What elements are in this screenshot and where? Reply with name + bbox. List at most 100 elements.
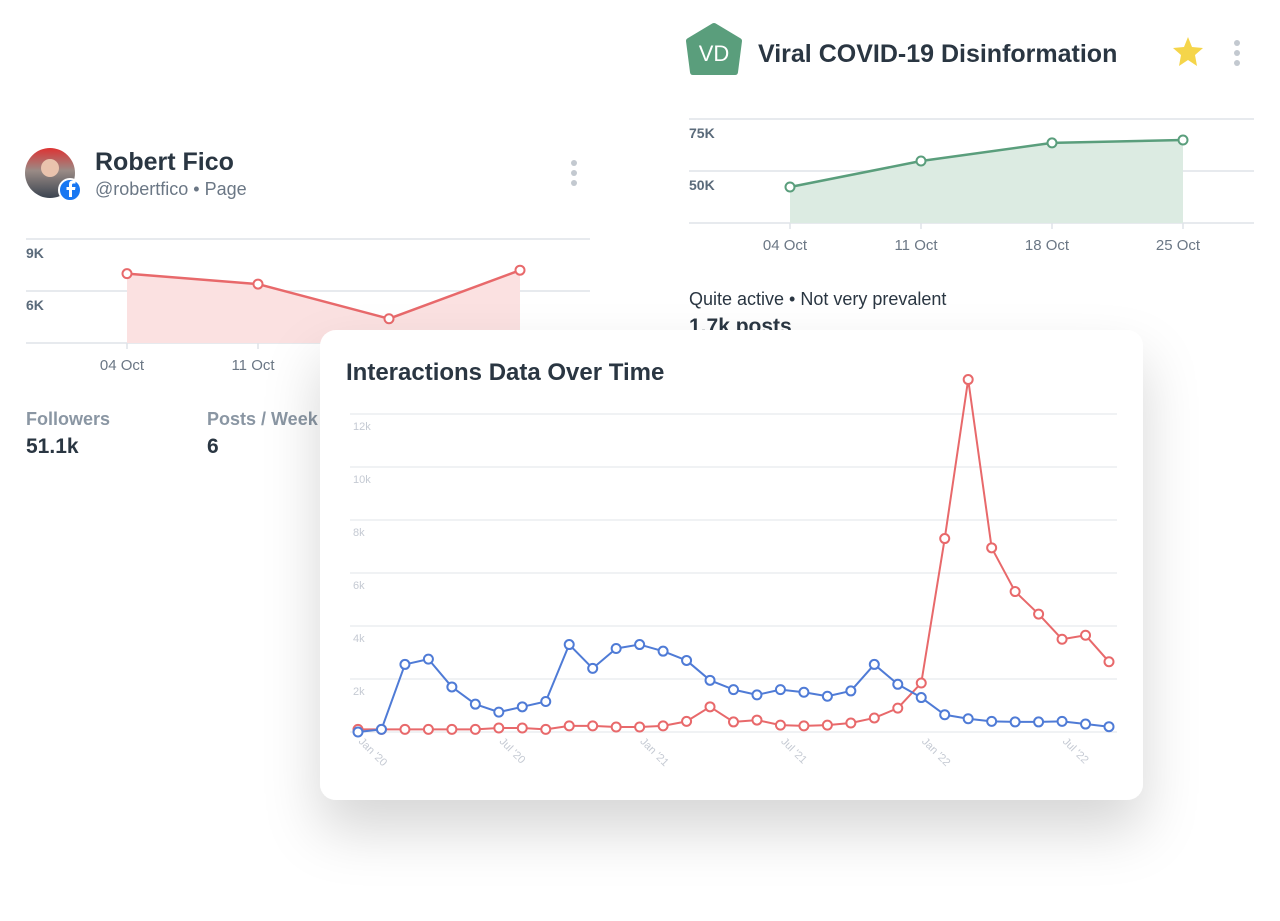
overlay-card: Interactions Data Over Time 2k 4k 6k 8k 10k 1… — [320, 330, 1143, 800]
data-point — [1103, 721, 1115, 733]
y-tick-label: 12k — [353, 421, 371, 433]
data-point — [383, 313, 395, 325]
data-point — [610, 643, 622, 655]
data-point — [422, 723, 434, 735]
data-point — [516, 701, 528, 713]
y-tick-label: 75K — [689, 125, 715, 141]
chart: 75K 50K 04 Oct 11 Oct 18 Oct 25 Oct — [689, 118, 1254, 254]
favorite-star[interactable] — [1173, 37, 1203, 66]
data-point — [422, 653, 434, 665]
data-point — [634, 721, 646, 733]
data-point — [587, 662, 599, 674]
data-point — [939, 533, 951, 545]
stat-value: 51.1k — [26, 435, 79, 458]
data-point — [252, 278, 264, 290]
data-point — [821, 690, 833, 702]
data-point — [704, 701, 716, 713]
data-point — [915, 155, 927, 167]
data-point — [493, 706, 505, 718]
list-badge — [686, 23, 742, 75]
data-point — [986, 715, 998, 727]
data-point — [1033, 716, 1045, 728]
data-point — [681, 654, 693, 666]
x-tick-label: 04 Oct — [763, 237, 808, 254]
x-tick-label: 11 Oct — [231, 357, 275, 374]
data-point — [798, 720, 810, 732]
data-point — [939, 709, 951, 721]
data-point — [751, 689, 763, 701]
data-point — [728, 684, 739, 696]
data-point — [1046, 137, 1058, 149]
y-tick-label: 8k — [353, 527, 365, 539]
line — [789, 138, 1184, 189]
data-point — [514, 264, 526, 276]
y-tick-label: 4k — [353, 633, 365, 645]
stat-label: Followers — [26, 409, 110, 429]
data-point — [121, 268, 133, 280]
y-tick-label: 50K — [689, 177, 715, 193]
data-point — [962, 713, 974, 725]
data-point — [1009, 716, 1021, 728]
area — [127, 270, 520, 343]
chart-title: Interactions Data Over Time — [346, 359, 664, 386]
data-point — [681, 715, 693, 727]
data-point — [962, 374, 974, 386]
data-point — [774, 684, 786, 696]
data-point — [540, 696, 552, 708]
card — [320, 330, 1143, 800]
data-point — [657, 720, 669, 732]
data-point — [399, 723, 411, 735]
stat-label: Posts / Week — [207, 409, 319, 429]
area — [790, 140, 1183, 223]
list-title: Viral COVID-19 Disinformation — [758, 40, 1117, 68]
data-point — [469, 723, 481, 735]
data-point — [1009, 586, 1021, 598]
profile-handle: @robertfico • Page — [95, 179, 247, 199]
data-point — [563, 639, 575, 651]
data-point — [704, 674, 716, 686]
data-point — [446, 681, 458, 693]
x-tick-label: 11 Oct — [894, 237, 938, 254]
x-tick-label: 18 Oct — [1025, 237, 1070, 254]
data-point — [821, 719, 833, 731]
data-point — [657, 645, 669, 657]
data-point — [516, 722, 528, 734]
data-point — [798, 686, 810, 698]
data-point — [634, 639, 646, 651]
data-point — [563, 720, 575, 732]
data-point — [469, 698, 481, 710]
y-tick-label: 2k — [353, 686, 365, 698]
data-point — [540, 723, 552, 735]
data-point — [1177, 134, 1189, 146]
data-point — [751, 714, 763, 726]
x-tick-label: 04 Oct — [100, 357, 145, 374]
data-point — [868, 658, 880, 670]
background-cards: Robert Fico @robertfico • Page Followers… — [25, 23, 1254, 458]
data-point — [1103, 656, 1115, 668]
x-tick-label: 25 Oct — [1156, 237, 1201, 254]
data-point — [1056, 715, 1068, 727]
data-point — [892, 678, 904, 690]
data-point — [868, 712, 880, 724]
data-point — [399, 658, 411, 670]
data-point — [784, 181, 796, 193]
data-point — [728, 716, 739, 728]
data-point — [1033, 608, 1045, 620]
data-point — [845, 717, 857, 729]
stat-value: 6 — [207, 435, 219, 458]
kebab-menu[interactable] — [1234, 40, 1240, 66]
data-point — [352, 726, 364, 738]
data-point — [774, 719, 786, 731]
y-tick-label: 6K — [26, 297, 44, 313]
facebook-icon — [66, 180, 76, 197]
data-point — [610, 721, 622, 733]
kebab-menu[interactable] — [571, 160, 577, 186]
data-point — [1080, 718, 1092, 730]
data-point — [587, 720, 599, 732]
y-tick-label: 6k — [353, 580, 365, 592]
avatar-face — [41, 159, 59, 177]
badge-text: VD — [699, 41, 730, 66]
data-point — [493, 722, 505, 734]
